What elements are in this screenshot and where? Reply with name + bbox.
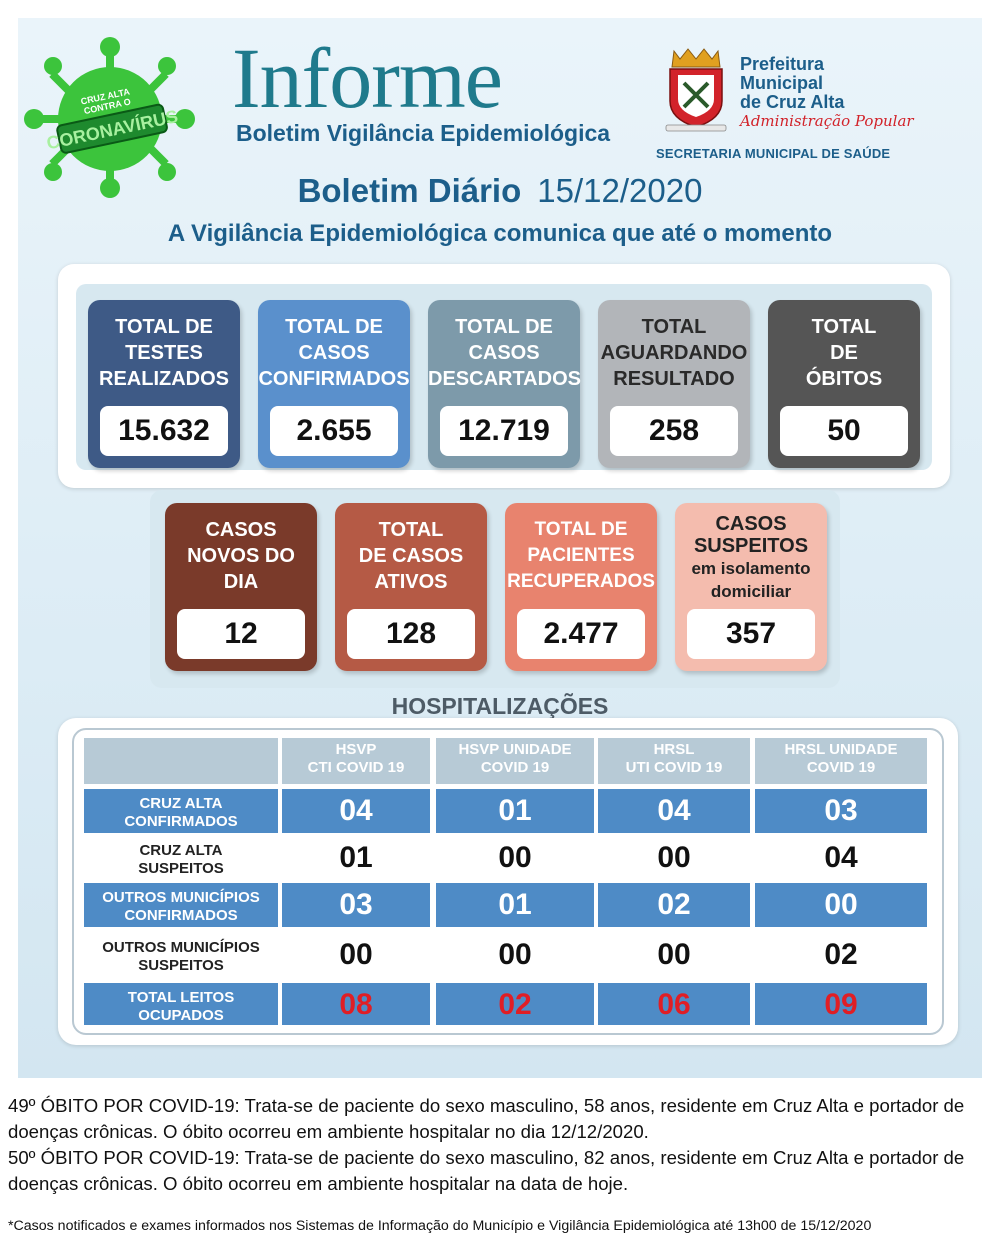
table-cell-value: 01	[339, 841, 373, 874]
table-column-header: HRSL UNIDADE COVID 19	[755, 738, 927, 784]
stat-value: 357	[687, 609, 815, 659]
stat-card: CASOS SUSPEITOS em isolamento domiciliar 357	[675, 503, 827, 671]
table-row-label: CRUZ ALTA CONFIRMADOS	[84, 789, 278, 833]
table-cell-value: 00	[339, 938, 373, 971]
table-cell-value: 00	[498, 938, 532, 971]
stat-label: TOTAL DE CASOS DESCARTADOS	[428, 316, 581, 390]
prefeitura-line1: Prefeitura	[740, 54, 825, 74]
stat-label: TOTAL DE PACIENTES RECUPERADOS	[507, 519, 655, 592]
table-cell-value: 02	[436, 983, 594, 1025]
boletim-heading: Boletim Diário 15/12/2020	[0, 172, 1000, 210]
stat-label: TOTAL DE ÓBITOS	[805, 316, 883, 390]
death-notes: 49º ÓBITO POR COVID-19: Trata-se de paci…	[8, 1093, 998, 1197]
table-cell-value: 04	[598, 789, 750, 833]
table-column-header: HRSL UTI COVID 19	[598, 738, 750, 784]
table-cell-value: 03	[282, 883, 430, 927]
stat-value: 128	[347, 609, 475, 659]
prefeitura-line2: Municipal	[740, 73, 824, 93]
secretaria-label: SECRETARIA MUNICIPAL DE SAÚDE	[656, 146, 891, 161]
footnote: *Casos notificados e exames informados n…	[8, 1218, 872, 1234]
table-cell-value: 06	[598, 983, 750, 1025]
stat-value: 12.719	[440, 406, 568, 456]
stat-card: TOTAL DE PACIENTES RECUPERADOS 2.477	[505, 503, 657, 671]
stat-card: TOTAL DE TESTES REALIZADOS 15.632	[88, 300, 240, 468]
table-row-label: TOTAL LEITOS OCUPADOS	[84, 983, 278, 1025]
table-cell-value: 01	[436, 883, 594, 927]
table-column-header: HSVP UNIDADE COVID 19	[436, 738, 594, 784]
stat-card: TOTAL DE CASOS DESCARTADOS 12.719	[428, 300, 581, 468]
table-row-label: OUTROS MUNICÍPIOS SUSPEITOS	[102, 939, 260, 974]
table-cell-value: 00	[498, 841, 532, 874]
city-crest-icon	[665, 48, 727, 132]
stat-value: 50	[780, 406, 908, 456]
table-cell-value: 01	[436, 789, 594, 833]
stat-card: TOTAL DE CASOS ATIVOS 128	[335, 503, 487, 671]
table-column-header: HSVP CTI COVID 19	[282, 738, 430, 784]
page-title: Informe	[232, 30, 503, 126]
coronavirus-logo-icon: CRUZ ALTA CONTRA O CORONAVÍRUS	[24, 37, 195, 198]
prefeitura-slogan: Administração Popular	[740, 112, 914, 130]
boletim-date: 15/12/2020	[537, 172, 703, 209]
table-row-label: CRUZ ALTA SUSPEITOS	[138, 842, 224, 877]
table-cell-value: 08	[282, 983, 430, 1025]
stat-card: TOTAL DE CASOS CONFIRMADOS 2.655	[258, 300, 410, 468]
stat-card: CASOS NOVOS DO DIA 12	[165, 503, 317, 671]
prefeitura-name: Prefeitura Municipal de Cruz Alta Admini…	[740, 55, 914, 131]
boletim-label: Boletim Diário	[297, 172, 522, 209]
death-note: 50º ÓBITO POR COVID-19: Trata-se de paci…	[8, 1147, 965, 1194]
prefeitura-line3: de Cruz Alta	[740, 92, 845, 112]
table-cell-value: 04	[824, 841, 858, 874]
table-cell-value: 00	[657, 938, 691, 971]
table-row-label: OUTROS MUNICÍPIOS CONFIRMADOS	[84, 883, 278, 927]
page-subtitle: Boletim Vigilância Epidemiológica	[236, 120, 611, 146]
stat-label: CASOS NOVOS DO DIA	[187, 519, 295, 593]
stat-label: TOTAL DE CASOS ATIVOS	[358, 519, 464, 593]
table-cell-value: 03	[755, 789, 927, 833]
stat-card: TOTAL DE ÓBITOS 50	[768, 300, 920, 468]
stat-value: 2.655	[270, 406, 398, 456]
table-cell-value: 04	[282, 789, 430, 833]
stat-value: 15.632	[100, 406, 228, 456]
comunica-text: A Vigilância Epidemiológica comunica que…	[167, 220, 833, 247]
stat-value: 2.477	[517, 609, 645, 659]
table-cell-value: 00	[755, 883, 927, 927]
table-cell-value: 02	[824, 938, 858, 971]
death-note: 49º ÓBITO POR COVID-19: Trata-se de paci…	[8, 1095, 965, 1142]
table-cell-value: 00	[657, 841, 691, 874]
stat-label: TOTAL DE CASOS CONFIRMADOS	[258, 316, 410, 390]
stat-card: TOTAL AGUARDANDO RESULTADO 258	[598, 300, 750, 468]
stat-label: TOTAL AGUARDANDO RESULTADO	[600, 316, 748, 390]
table-cell-value: 02	[598, 883, 750, 927]
stat-value: 258	[610, 406, 738, 456]
table-cell-value: 09	[755, 983, 927, 1025]
hospitalizacoes-title: HOSPITALIZAÇÕES	[391, 693, 609, 719]
stat-label: TOTAL DE TESTES REALIZADOS	[99, 316, 229, 390]
stat-value: 12	[177, 609, 305, 659]
table-header-corner	[84, 738, 278, 784]
stat-label: CASOS SUSPEITOS em isolamento domiciliar	[691, 513, 811, 601]
